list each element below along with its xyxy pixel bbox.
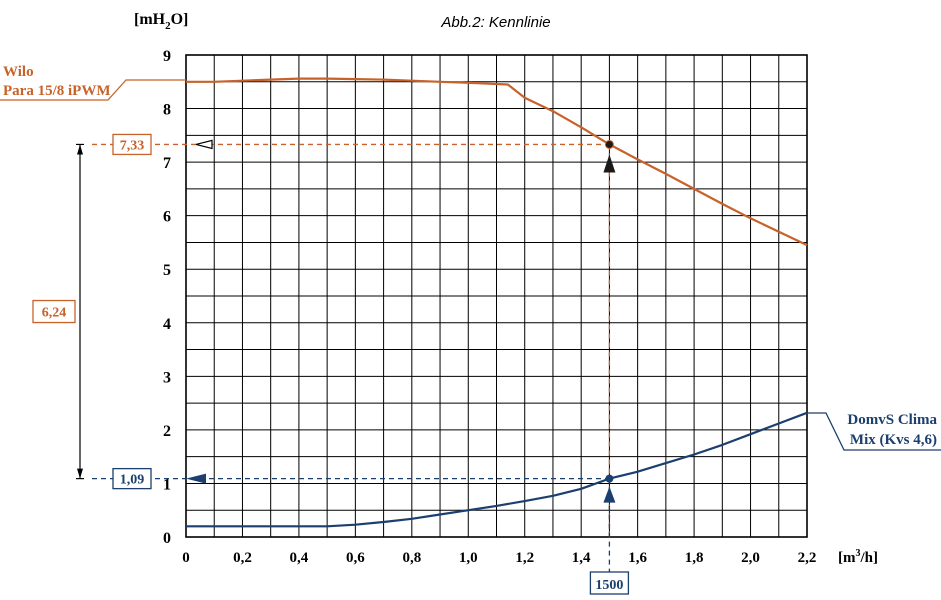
y-axis-label-subscript: 2 bbox=[165, 20, 171, 32]
y-tick-label: 9 bbox=[163, 48, 171, 65]
y-axis-label-part: O] bbox=[171, 11, 189, 28]
wilo-arrow-up bbox=[603, 154, 616, 173]
axis-layer: 0 0,2 0,4 0,6 0,8 1,0 1,2 1,4 1,6 1,8 2,0 2,2 0 1 2 3 4 5… bbox=[134, 11, 878, 566]
x-tick-label: 1,8 bbox=[685, 550, 704, 566]
x-tick-label: 0,2 bbox=[233, 550, 252, 566]
difference-arrow-bottom bbox=[77, 468, 83, 479]
x-axis-label-part: [m bbox=[838, 550, 856, 566]
difference-value-label: 6,24 bbox=[42, 306, 67, 321]
x-tick-label: 0 bbox=[182, 550, 190, 566]
wilo-value-label-box bbox=[112, 133, 152, 156]
x-tick-label: 0,8 bbox=[402, 550, 421, 566]
x-tick-label: 1,2 bbox=[515, 550, 534, 566]
y-tick-label: 8 bbox=[163, 102, 171, 119]
x-axis-label-part: /h] bbox=[860, 550, 879, 566]
domvs-value-label-box bbox=[112, 467, 152, 490]
series-layer bbox=[186, 77, 808, 528]
y-tick-label: 2 bbox=[163, 423, 171, 440]
domvs-series-label: Mix (Kvs 4,6) bbox=[850, 432, 937, 448]
y-tick-label: 4 bbox=[163, 316, 171, 333]
y-tick-label: 0 bbox=[163, 530, 171, 547]
difference-arrow-top bbox=[77, 144, 83, 155]
wilo-leader-line bbox=[0, 79, 186, 101]
domvs-arrow-left bbox=[186, 473, 206, 484]
y-tick-label: 7 bbox=[163, 155, 171, 172]
x-axis-label-superscript: 3 bbox=[856, 548, 861, 559]
domvs-arrow-up bbox=[603, 486, 616, 503]
wilo-series-label: Para 15/8 iPWM bbox=[3, 83, 110, 99]
y-tick-label: 5 bbox=[163, 262, 171, 279]
y-axis-label: [mH2O] bbox=[134, 11, 188, 32]
wilo-operating-point bbox=[604, 139, 614, 149]
domvs-leader-line bbox=[807, 412, 941, 451]
flow-value-label: 1500 bbox=[595, 578, 623, 593]
wilo-arrow-left bbox=[195, 139, 213, 150]
plot-frame bbox=[185, 54, 808, 538]
wilo-value-label: 7,33 bbox=[120, 138, 145, 153]
y-axis-label-part: [mH bbox=[134, 11, 166, 28]
flow-value-box bbox=[589, 571, 630, 595]
x-tick-label: 1,6 bbox=[628, 550, 647, 566]
label-layer: Abb.2: Kennlinie Wilo Para 15/8 iPWM DomvS … bbox=[0, 14, 941, 451]
x-tick-label: 1,0 bbox=[459, 550, 478, 566]
domvs-series-label: DomvS Clima bbox=[847, 412, 937, 428]
y-tick-label: 1 bbox=[163, 476, 171, 493]
y-tick-label: 6 bbox=[163, 209, 171, 226]
x-axis-label: [m3/h] bbox=[838, 548, 878, 566]
x-tick-label: 0,6 bbox=[346, 550, 365, 566]
x-tick-label: 2,2 bbox=[798, 550, 817, 566]
wilo-series-label: Wilo bbox=[3, 64, 34, 80]
domvs-operating-point bbox=[605, 474, 614, 483]
difference-value-box bbox=[32, 299, 76, 324]
x-tick-label: 2,0 bbox=[741, 550, 760, 566]
x-tick-label: 0,4 bbox=[290, 550, 309, 566]
chart-title: Abb.2: Kennlinie bbox=[440, 14, 550, 31]
series-line-1 bbox=[186, 411, 808, 528]
domvs-value-label: 1,09 bbox=[120, 473, 145, 488]
y-tick-label: 3 bbox=[163, 369, 171, 386]
series-line-0 bbox=[186, 77, 808, 247]
grid-layer bbox=[185, 54, 808, 538]
x-tick-label: 1,4 bbox=[572, 550, 591, 566]
